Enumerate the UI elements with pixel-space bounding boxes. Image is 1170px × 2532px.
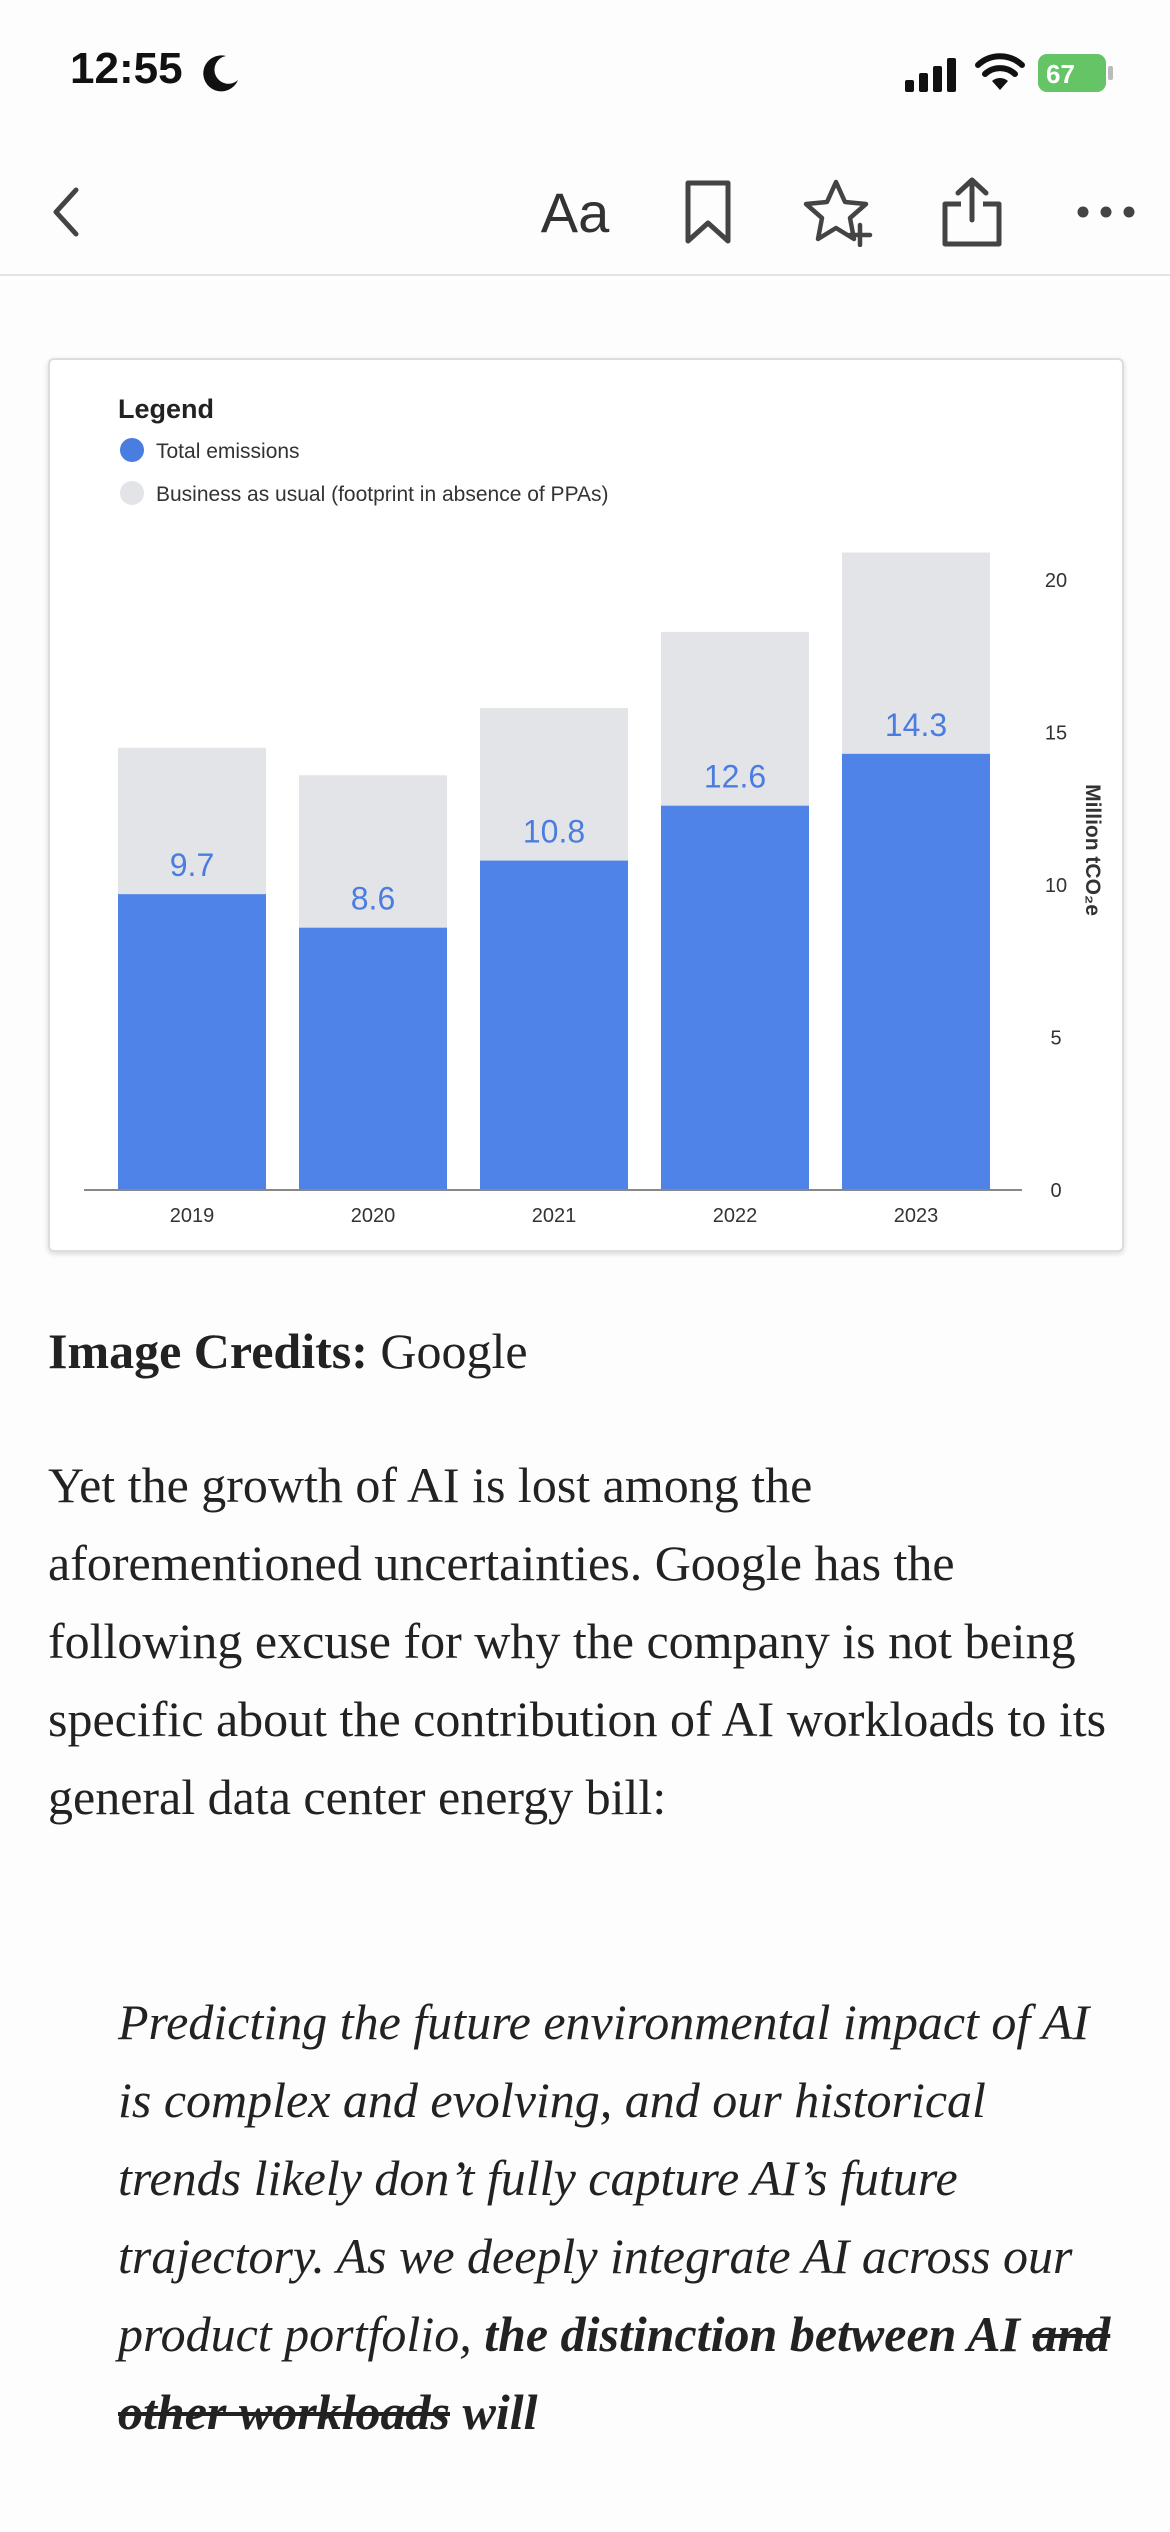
- block-quote: Predicting the future environmental impa…: [118, 1983, 1118, 2451]
- bar-total-2023: [842, 753, 990, 1190]
- quote-emphasis: the distinction between AI: [484, 2306, 1033, 2362]
- bookmark-icon: [685, 180, 731, 244]
- battery-icon: 67: [1038, 54, 1113, 92]
- quote-end: will: [450, 2384, 538, 2440]
- article-toolbar: Aa: [0, 150, 1170, 276]
- data-label-2022: 12.6: [704, 759, 766, 795]
- legend-entry-bau: Business as usual (footprint in absence …: [156, 483, 609, 506]
- status-bar: 12:55 67: [0, 0, 1170, 150]
- share-icon: [942, 177, 1002, 247]
- credit-label: Image Credits:: [48, 1323, 368, 1379]
- more-horizontal-icon: [1077, 206, 1135, 218]
- bar-total-2022: [661, 805, 809, 1190]
- favorite-button[interactable]: [798, 150, 882, 274]
- y-tick-10: 10: [1045, 875, 1067, 897]
- y-tick-5: 5: [1050, 1028, 1061, 1050]
- data-label-2021: 10.8: [523, 814, 585, 850]
- bars-group: 9.7 2019 8.6 2020 10.8 2021 12.6 2022 14.3 2023: [118, 552, 990, 1227]
- chevron-left-icon: [53, 187, 79, 237]
- image-credit: Image Credits: Google: [48, 1322, 528, 1380]
- x-tick-2021: 2021: [532, 1205, 577, 1227]
- back-button[interactable]: [36, 150, 96, 274]
- emissions-chart: Legend Total emissions Business as usual…: [48, 358, 1124, 1252]
- data-label-2020: 8.6: [351, 881, 395, 917]
- y-tick-15: 15: [1045, 723, 1067, 745]
- more-button[interactable]: [1066, 150, 1146, 274]
- quote-intro: Predicting the future environmental impa…: [118, 1994, 1090, 2362]
- cellular-signal-icon: [905, 58, 956, 92]
- bar-total-2021: [480, 860, 628, 1190]
- y-tick-0: 0: [1050, 1180, 1061, 1202]
- x-tick-2019: 2019: [170, 1205, 215, 1227]
- x-tick-2023: 2023: [894, 1205, 939, 1227]
- chart-canvas: Legend Total emissions Business as usual…: [84, 394, 1104, 1227]
- legend-swatch-total: [120, 438, 144, 462]
- quote-strikethrough: and other workloads: [118, 2306, 1111, 2440]
- x-tick-2020: 2020: [351, 1205, 396, 1227]
- star-plus-icon: [803, 179, 873, 247]
- moon-icon: [203, 55, 238, 92]
- y-tick-20: 20: [1045, 570, 1067, 592]
- battery-level: 67: [1046, 59, 1075, 89]
- data-label-2019: 9.7: [170, 847, 214, 883]
- legend-swatch-bau: [120, 481, 144, 505]
- data-label-2023: 14.3: [885, 707, 947, 743]
- legend-entry-total: Total emissions: [156, 440, 300, 463]
- font-size-button[interactable]: Aa: [540, 180, 610, 244]
- y-axis-label: Million tCO₂e: [1081, 784, 1104, 916]
- share-button[interactable]: [930, 150, 1014, 274]
- article-paragraph: Yet the growth of AI is lost among the a…: [48, 1457, 1107, 1825]
- x-tick-2022: 2022: [713, 1205, 758, 1227]
- legend-title: Legend: [118, 394, 214, 424]
- bar-total-2020: [299, 927, 447, 1190]
- bookmark-button[interactable]: [670, 150, 746, 274]
- credit-value: Google: [367, 1323, 528, 1379]
- bar-total-2019: [118, 894, 266, 1190]
- wifi-icon: [975, 53, 1025, 90]
- status-time: 12:55: [70, 44, 183, 93]
